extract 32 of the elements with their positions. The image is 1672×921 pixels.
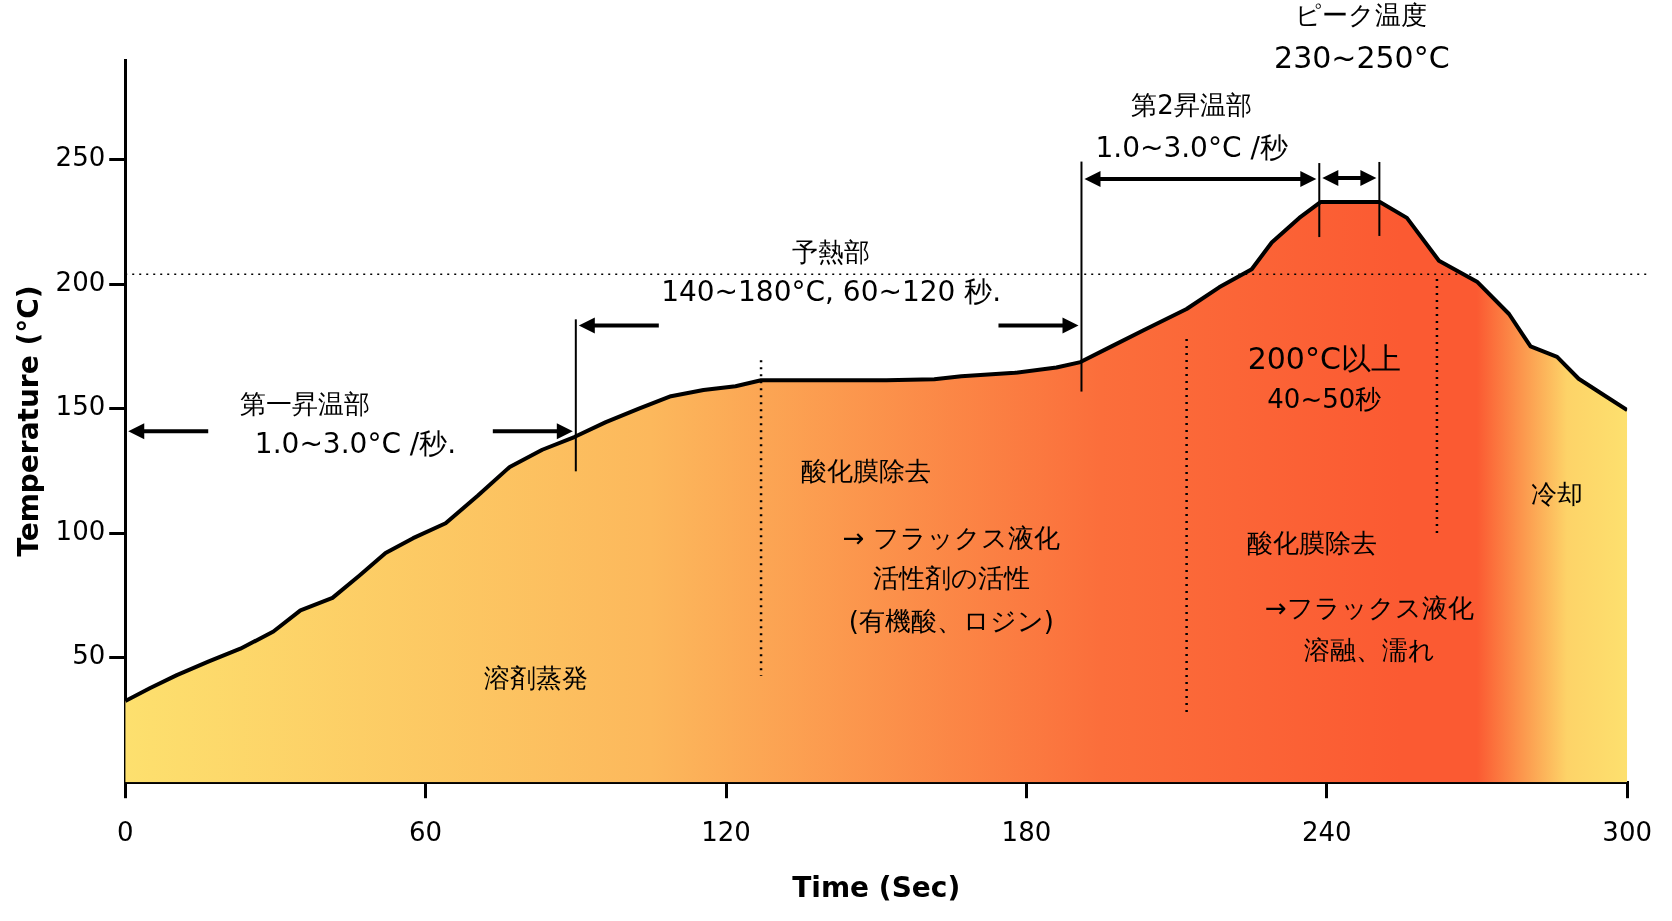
text: ピーク温度 — [1294, 0, 1427, 31]
annotation: 1.0~3.0°C /秒. — [254, 427, 457, 461]
annotation: 予熱部 — [792, 237, 871, 267]
x-tick-label: 0 — [116, 816, 134, 847]
y-tick-label: 200 — [55, 266, 106, 297]
annotation: 40~50秒 — [1267, 383, 1382, 414]
y-tick-label: 150 — [55, 391, 106, 422]
annotation: 140~180°C, 60~120 秒. — [661, 275, 1002, 309]
annotation: 溶融、濡れ — [1303, 635, 1435, 666]
annotation: 酸化膜除去 — [1246, 528, 1377, 559]
x-tick-label: 180 — [1001, 816, 1052, 847]
annotation: (有機酸、ロジン) — [848, 605, 1054, 636]
annotation: 活性剤の活性 — [872, 563, 1030, 594]
annotation: 第2昇温部 — [1131, 90, 1252, 121]
x-tick-label: 240 — [1301, 816, 1352, 847]
y-tick-label: 100 — [55, 515, 106, 546]
annotation: 第一昇温部 — [240, 388, 371, 419]
annotation: 230~250°C — [1274, 39, 1450, 75]
annotation: 酸化膜除去 — [801, 456, 932, 487]
x-axis-title: Time (Sec) — [792, 871, 961, 905]
y-axis-title: Temperature (°C) — [12, 285, 46, 557]
y-tick-label: 50 — [72, 640, 106, 671]
annotation: 200°C以上 — [1247, 341, 1401, 377]
annotation: 溶剤蒸発 — [483, 662, 588, 693]
x-tick-label: 60 — [409, 816, 443, 847]
annotation: → フラックス液化 — [842, 523, 1060, 554]
annotation: 冷却 — [1531, 478, 1584, 509]
x-tick-label: 120 — [701, 816, 751, 847]
annotation: →フラックス液化 — [1264, 593, 1474, 624]
annotation: 1.0~3.0°C /秒 — [1095, 130, 1288, 164]
x-tick-label: 300 — [1602, 816, 1653, 847]
y-tick-label: 250 — [55, 142, 106, 173]
